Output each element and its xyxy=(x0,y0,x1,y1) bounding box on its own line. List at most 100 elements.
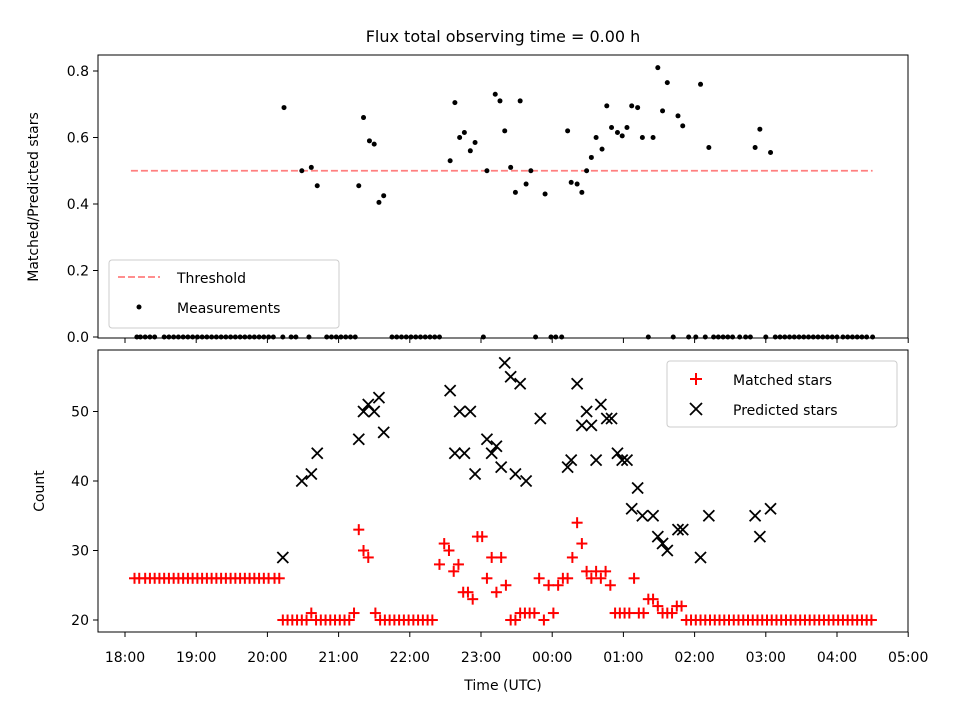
matched-star-point xyxy=(647,593,659,605)
measurement-point xyxy=(328,334,334,340)
predicted-star-point xyxy=(480,433,494,446)
measurement-point xyxy=(497,98,503,104)
measurement-point xyxy=(361,115,367,121)
matched-star-point xyxy=(600,565,612,577)
ratio-y-tick-label: 0.8 xyxy=(67,64,89,80)
measurement-point xyxy=(314,183,320,189)
predicted-star-point xyxy=(616,454,629,467)
matched-star-point xyxy=(543,579,555,591)
predicted-star-mark xyxy=(480,433,494,446)
legend-measurements-label: Measurements xyxy=(177,301,280,317)
predicted-star-point xyxy=(357,405,370,418)
predicted-star-mark xyxy=(585,419,598,432)
measurement-point xyxy=(574,181,580,187)
predicted-star-point xyxy=(368,405,381,418)
measurement-point xyxy=(859,334,865,340)
count-x-tick-label: 22:00 xyxy=(390,650,430,666)
legend-matched-label: Matched stars xyxy=(733,373,832,389)
predicted-star-mark xyxy=(534,412,547,425)
count-panel-border xyxy=(97,349,909,633)
count-x-tick-label: 23:00 xyxy=(461,650,501,666)
measurement-point xyxy=(484,168,490,174)
predicted-star-mark xyxy=(368,405,381,418)
count-x-tick-label: 04:00 xyxy=(817,650,857,666)
measurement-point xyxy=(398,334,404,340)
predicted-star-point xyxy=(458,447,471,460)
predicted-star-point xyxy=(311,447,324,460)
predicted-star-mark xyxy=(565,454,578,467)
measurement-point xyxy=(371,141,377,147)
measurement-point xyxy=(333,334,339,340)
predicted-star-mark xyxy=(485,447,498,460)
predicted-star-point xyxy=(575,419,589,432)
measurement-point xyxy=(376,199,382,205)
count-x-tick-label: 21:00 xyxy=(318,650,358,666)
matched-star-point xyxy=(628,572,640,584)
matched-star-point xyxy=(623,607,635,619)
matched-star-point xyxy=(538,614,550,626)
predicted-star-mark xyxy=(656,537,669,550)
measurement-point xyxy=(810,334,816,340)
measurement-point xyxy=(232,334,238,340)
measurement-point xyxy=(737,334,743,340)
measurement-point xyxy=(829,334,835,340)
predicted-star-mark xyxy=(611,447,624,460)
measurement-point xyxy=(190,334,196,340)
measurement-point xyxy=(752,144,758,150)
ratio-legend-box xyxy=(108,259,340,329)
matched-star-point xyxy=(476,531,488,543)
predicted-star-mark xyxy=(676,523,689,536)
ratio-y-tick-label: 0.0 xyxy=(67,330,89,346)
legend-threshold-label: Threshold xyxy=(176,271,246,287)
measurement-point xyxy=(242,334,248,340)
matched-star-point xyxy=(547,607,559,619)
measurement-point xyxy=(461,130,467,136)
predicted-star-point xyxy=(676,523,689,536)
count-y-tick-label: 20 xyxy=(71,613,89,629)
predicted-star-mark xyxy=(575,419,589,432)
measurement-point xyxy=(261,334,267,340)
legend-predicted-swatch xyxy=(689,402,703,416)
ratio-panel-border xyxy=(97,54,909,339)
measurement-point xyxy=(604,103,610,109)
predicted-star-point xyxy=(448,447,462,460)
predicted-star-mark xyxy=(498,356,511,369)
measurement-point xyxy=(281,105,287,111)
predicted-star-mark xyxy=(464,405,477,418)
predicted-star-mark xyxy=(589,454,603,467)
measurement-point xyxy=(457,135,463,140)
measurement-point xyxy=(508,164,514,170)
ratio-panel: 0.00.20.40.60.8 Matched/Predicted stars … xyxy=(26,54,909,346)
predicted-star-mark xyxy=(468,467,482,481)
matched-star-point xyxy=(443,545,455,556)
predicted-star-mark xyxy=(448,447,462,460)
measurement-points xyxy=(134,65,876,340)
measurement-point xyxy=(422,334,428,340)
predicted-star-point xyxy=(468,467,482,481)
predicted-star-point xyxy=(589,454,603,467)
predicted-star-point xyxy=(625,502,638,515)
predicted-star-mark xyxy=(702,509,715,522)
measurement-point xyxy=(629,103,635,109)
measurement-point xyxy=(655,65,661,71)
predicted-star-mark xyxy=(651,530,664,543)
predicted-star-point xyxy=(764,502,777,515)
measurement-point xyxy=(175,334,181,340)
matched-star-point xyxy=(581,565,593,577)
measurement-point xyxy=(757,126,763,132)
predicted-star-point xyxy=(519,474,533,488)
predicted-star-mark xyxy=(594,398,607,411)
measurement-point xyxy=(796,334,802,340)
measurement-point xyxy=(472,139,478,145)
measurement-point xyxy=(815,334,821,340)
predicted-star-mark xyxy=(504,370,517,383)
measurement-point xyxy=(619,133,625,139)
predicted-star-point xyxy=(561,460,574,474)
measurement-point xyxy=(306,334,312,340)
predicted-star-point xyxy=(276,551,289,564)
measurement-point xyxy=(747,334,753,340)
measurement-point xyxy=(394,334,400,340)
measurement-point xyxy=(417,334,423,340)
predicted-star-mark xyxy=(372,391,386,404)
